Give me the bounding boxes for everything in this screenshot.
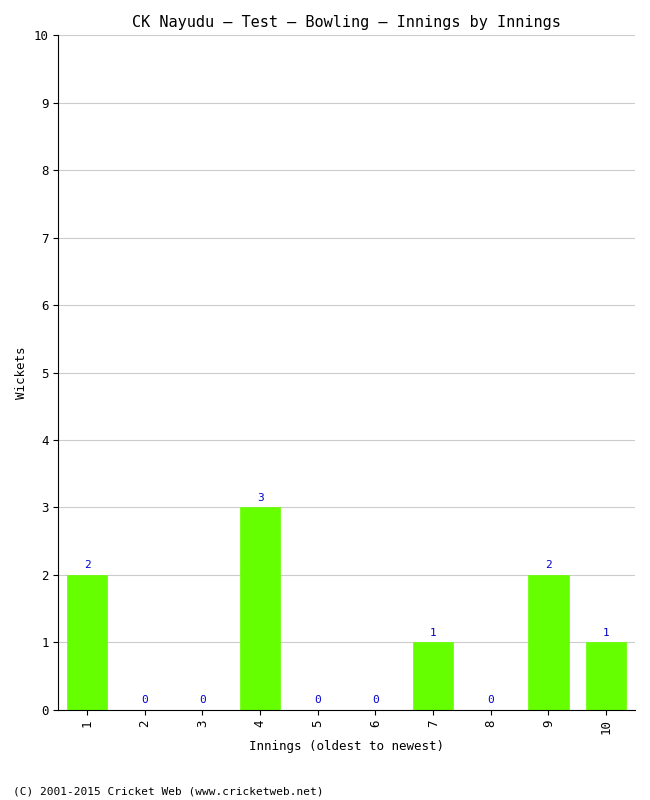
Text: 1: 1	[603, 627, 610, 638]
Text: 0: 0	[372, 695, 379, 705]
Bar	[240, 507, 280, 710]
Bar	[67, 575, 107, 710]
Text: 0: 0	[315, 695, 321, 705]
Text: 0: 0	[199, 695, 206, 705]
Title: CK Nayudu – Test – Bowling – Innings by Innings: CK Nayudu – Test – Bowling – Innings by …	[132, 15, 561, 30]
Text: 3: 3	[257, 493, 263, 502]
Text: (C) 2001-2015 Cricket Web (www.cricketweb.net): (C) 2001-2015 Cricket Web (www.cricketwe…	[13, 786, 324, 796]
Bar	[586, 642, 627, 710]
Text: 2: 2	[545, 560, 552, 570]
X-axis label: Innings (oldest to newest): Innings (oldest to newest)	[249, 740, 444, 753]
Text: 2: 2	[84, 560, 90, 570]
Text: 1: 1	[430, 627, 437, 638]
Y-axis label: Wickets: Wickets	[15, 346, 28, 398]
Text: 0: 0	[142, 695, 148, 705]
Text: 0: 0	[488, 695, 494, 705]
Bar	[528, 575, 569, 710]
Bar	[413, 642, 453, 710]
